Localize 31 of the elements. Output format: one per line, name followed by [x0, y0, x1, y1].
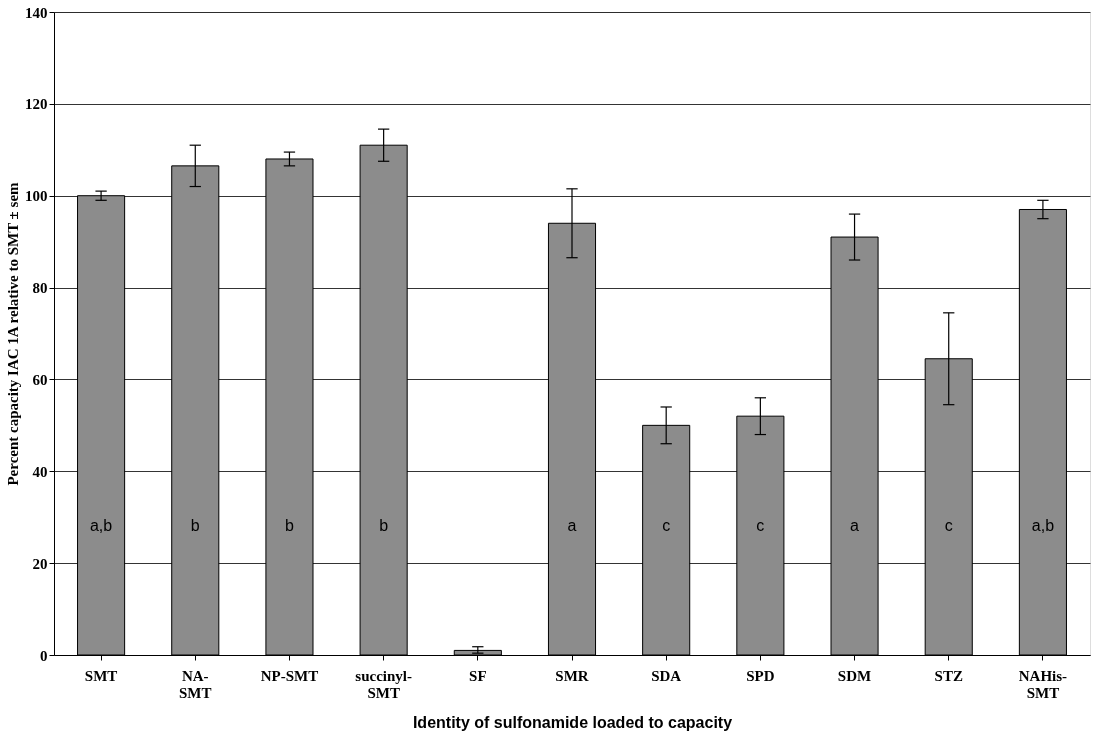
x-tick-label: SDA: [651, 667, 682, 684]
annotation: a,b: [1031, 517, 1055, 535]
y-tick-label: 20: [32, 555, 48, 572]
y-tick-label: 120: [25, 96, 48, 113]
x-axis-title: Identity of sulfonamide loaded to capacity: [412, 713, 733, 731]
y-tick-label: 80: [32, 280, 48, 297]
x-tick-label: SMR: [555, 667, 589, 684]
y-tick-label: 40: [32, 463, 48, 480]
x-tick-label: SDM: [837, 667, 872, 684]
y-tick-label: 100: [25, 188, 48, 205]
y-axis-title: Percent capacity IAC 1A relative to SMT ± sem: [5, 181, 21, 486]
x-tick-label: STZ: [934, 667, 963, 684]
annotation: a: [567, 517, 577, 535]
annotation: a: [850, 517, 860, 535]
x-tick-label: SMT: [84, 667, 118, 684]
x-tick-label: NA- SMT: [179, 667, 212, 701]
x-tick-label: SPD: [746, 667, 775, 684]
annotation: b: [190, 517, 200, 535]
x-tick-label: NP-SMT: [260, 667, 319, 684]
x-tick-label: NAHis- SMT: [1018, 667, 1068, 701]
annotation: b: [285, 517, 294, 535]
x-tick-label: SF: [469, 667, 487, 684]
annotation: c: [662, 517, 671, 535]
y-tick-label: 0: [40, 647, 48, 664]
y-tick-label: 140: [25, 4, 48, 21]
annotation: b: [379, 517, 389, 535]
annotation: a,b: [89, 517, 113, 535]
x-tick-label: succinyl- SMT: [355, 667, 412, 701]
y-tick-label: 60: [32, 371, 48, 388]
annotation: c: [756, 517, 765, 535]
annotation: c: [944, 517, 953, 535]
